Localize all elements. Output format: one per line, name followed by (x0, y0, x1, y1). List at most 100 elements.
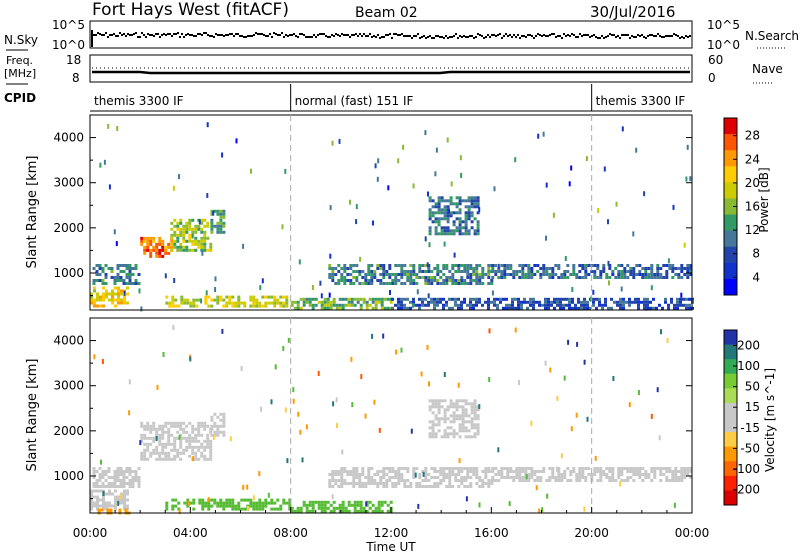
heatmap-cell (440, 226, 444, 230)
heatmap-cell (397, 473, 401, 476)
heatmap-cell (191, 445, 195, 449)
heatmap-cell (443, 232, 447, 236)
heatmap-cell (320, 300, 324, 304)
heatmap-cell (385, 482, 389, 485)
heatmap-cell (350, 503, 354, 507)
heatmap-cell (574, 303, 577, 307)
heatmap-cell (194, 439, 198, 443)
heatmap-cell (619, 306, 622, 310)
x-tick-label: 12:00 (374, 526, 409, 540)
heatmap-cell (475, 282, 479, 285)
heatmap-cell (491, 467, 495, 470)
heatmap-cell (173, 454, 177, 458)
heatmap-cell (421, 270, 425, 273)
heatmap-cell (108, 298, 111, 302)
heatmap-cell (626, 264, 630, 267)
heatmap-cell (188, 227, 192, 231)
heatmap-cell (530, 470, 534, 473)
heatmap-cell (284, 168, 287, 174)
heatmap-cell (426, 262, 429, 268)
heatmap-cell (460, 270, 464, 273)
heatmap-cell (173, 424, 177, 428)
heatmap-cell (99, 498, 102, 502)
heatmap-cell (213, 298, 217, 302)
heatmap-cell (556, 303, 559, 307)
nsky-point (543, 34, 545, 36)
heatmap-cell (454, 467, 458, 470)
freq-tick-top: 18 (66, 53, 81, 67)
heatmap-cell (259, 285, 262, 291)
heatmap-cell (120, 298, 123, 302)
heatmap-cell (680, 479, 684, 482)
heatmap-cell (490, 300, 493, 304)
nsky-point (101, 34, 103, 36)
heatmap-cell (608, 479, 612, 482)
heatmap-cell (449, 214, 453, 218)
nsky-point (533, 37, 535, 39)
heatmap-cell (671, 270, 675, 273)
heatmap-cell (451, 279, 455, 282)
heatmap-cell (476, 202, 480, 206)
colorbar-segment (724, 417, 737, 433)
heatmap-cell (126, 498, 129, 502)
heatmap-cell (643, 306, 646, 310)
heatmap-cell (581, 470, 585, 473)
heatmap-cell (428, 405, 432, 409)
heatmap-cell (95, 264, 99, 267)
heatmap-cell (165, 507, 169, 511)
heatmap-cell (433, 276, 437, 279)
heatmap-cell (461, 429, 465, 433)
heatmap-cell (222, 224, 226, 228)
heatmap-cell (536, 264, 540, 267)
heatmap-cell (174, 504, 178, 508)
heatmap-cell (332, 303, 336, 307)
heatmap-cell (194, 227, 198, 231)
heatmap-cell (473, 205, 477, 209)
heatmap-cell (554, 273, 558, 276)
heatmap-cell (350, 303, 354, 307)
heatmap-cell (475, 303, 478, 307)
heatmap-cell (494, 264, 498, 267)
heatmap-cell (403, 485, 407, 488)
heatmap-cell (299, 506, 303, 510)
heatmap-cell (458, 202, 462, 206)
heatmap-cell (95, 273, 99, 276)
colorbar-tick-label: 15 (745, 400, 760, 414)
nsky-point (593, 34, 595, 36)
heatmap-cell (364, 482, 368, 485)
heatmap-cell (228, 295, 232, 299)
heatmap-cell (434, 399, 438, 403)
heatmap-cell (158, 442, 162, 446)
heatmap-cell (216, 209, 220, 213)
heatmap-cell (323, 506, 327, 510)
heatmap-cell (615, 201, 618, 207)
heatmap-cell (200, 424, 204, 428)
heatmap-cell (586, 303, 589, 307)
heatmap-cell (446, 226, 450, 230)
heatmap-cell (449, 196, 453, 200)
heatmap-cell (400, 300, 403, 304)
heatmap-cell (605, 273, 609, 276)
heatmap-cell (500, 276, 504, 279)
heatmap-cell (466, 270, 470, 273)
heatmap-cell (550, 300, 553, 304)
heatmap-cell (518, 264, 522, 267)
heatmap-cell (552, 212, 555, 218)
heatmap-cell (90, 298, 93, 302)
nsky-point (659, 35, 661, 37)
heatmap-cell (149, 442, 153, 446)
heatmap-cell (689, 176, 692, 182)
heatmap-cell (391, 282, 395, 285)
heatmap-cell (688, 297, 691, 301)
heatmap-cell (476, 226, 480, 230)
heatmap-cell (228, 501, 232, 505)
heatmap-cell (240, 301, 244, 305)
heatmap-cell (367, 282, 371, 285)
heatmap-cell (442, 273, 446, 276)
heatmap-cell (171, 301, 175, 305)
heatmap-cell (332, 297, 336, 301)
heatmap-cell (182, 421, 186, 425)
heatmap-cell (446, 417, 450, 421)
heatmap-cell (436, 300, 439, 304)
heatmap-cell (632, 470, 636, 473)
